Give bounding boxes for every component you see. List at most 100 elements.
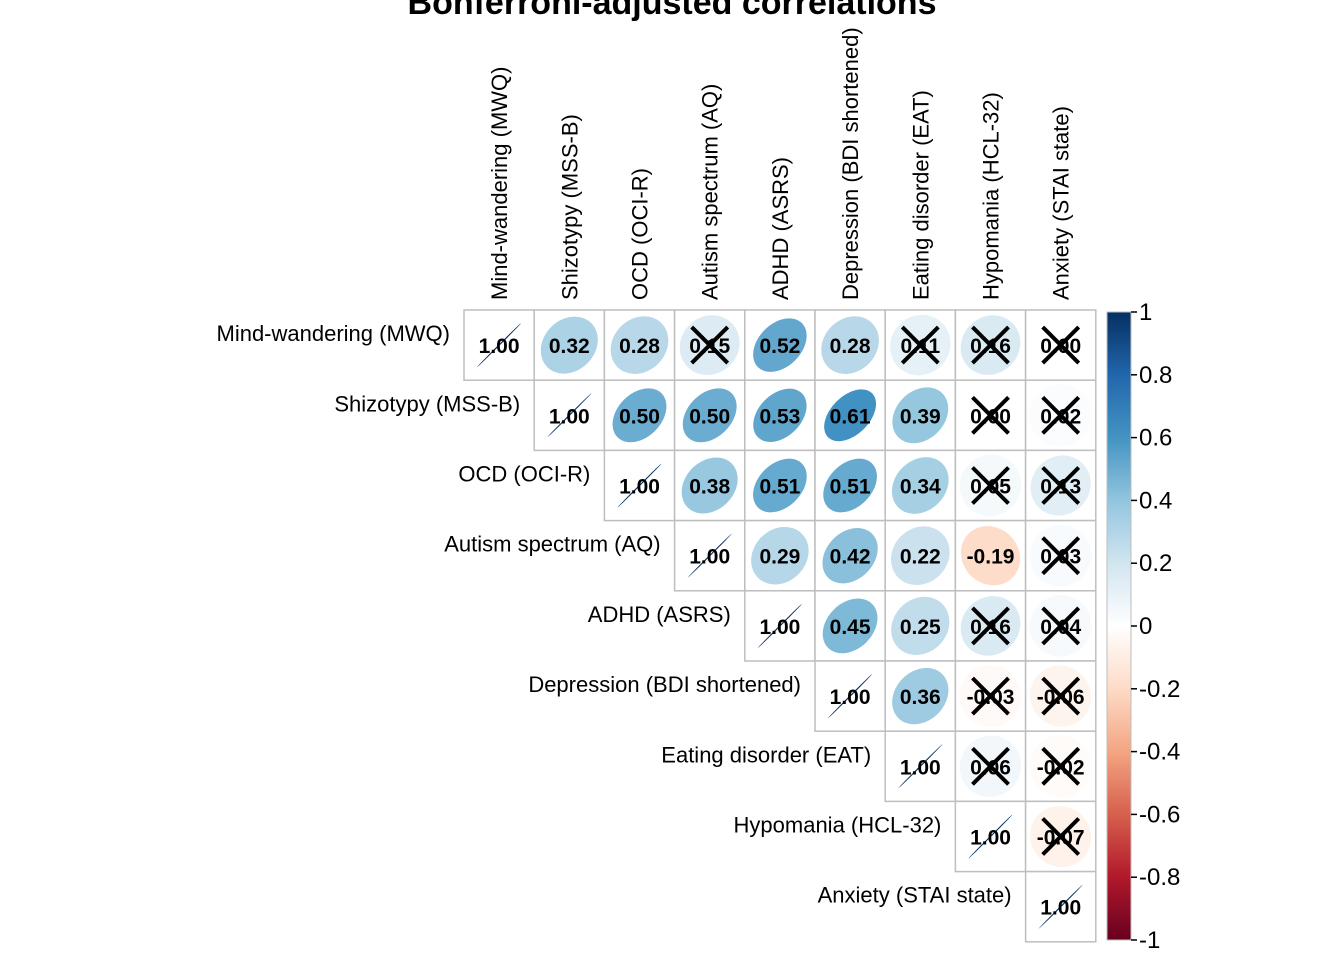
cell-ellipse xyxy=(753,318,807,372)
cell-value: 0.38 xyxy=(689,476,730,499)
cell-1-4: 0.53 xyxy=(744,379,816,452)
column-label-anxiety-stai-state: Anxiety (STAI state) xyxy=(1049,106,1074,300)
colorbar-tick-label: 0.2 xyxy=(1139,550,1172,577)
cell-ellipse xyxy=(540,316,598,374)
cell-4-7: 0.16 xyxy=(954,590,1027,662)
cell-5-8: -0.06 xyxy=(1024,660,1097,732)
cell-2-4: 0.51 xyxy=(744,449,816,522)
cell-value: 1.00 xyxy=(759,616,800,639)
cell-value: 0.22 xyxy=(900,546,941,569)
nonsig-cross-line xyxy=(1041,395,1081,435)
nonsig-cross-line xyxy=(971,395,1010,435)
cell-value: 1.00 xyxy=(619,476,660,499)
cell-value: 0.42 xyxy=(830,546,871,569)
cell-4-8: 0.04 xyxy=(1024,590,1097,662)
cell-value: 0.28 xyxy=(830,335,871,358)
row-label-eating-disorder-eat: Eating disorder (EAT) xyxy=(661,742,871,767)
cell-3-6: 0.22 xyxy=(884,519,957,592)
cell-1-2: 0.50 xyxy=(603,379,676,452)
column-labels: Mind-wandering (MWQ) Shizotypy (MSS-B) OCD… xyxy=(487,27,1074,300)
nonsig-cross-line xyxy=(1041,606,1081,646)
cell-value: 0.45 xyxy=(830,616,871,639)
column-label-shizotypy-mss-b: Shizotypy (MSS-B) xyxy=(557,114,582,300)
cell-ellipse xyxy=(757,603,802,648)
cell-ellipse xyxy=(828,674,873,719)
cell-value: 1.00 xyxy=(549,405,590,428)
cell-0-3: 0.15 xyxy=(673,309,746,381)
cell-7-7: 1.00 xyxy=(954,800,1027,873)
cell-0-7: 0.16 xyxy=(954,309,1027,381)
cell-0-0: 1.00 xyxy=(463,309,535,381)
cell-ellipse xyxy=(1038,884,1083,929)
cell-2-8: 0.13 xyxy=(1024,449,1097,522)
cell-1-1: 1.00 xyxy=(533,379,606,452)
nonsig-cross-line xyxy=(971,606,1010,646)
cell-value: 0.32 xyxy=(549,335,590,358)
row-label-adhd-asrs: ADHD (ASRS) xyxy=(588,602,731,627)
nonsig-cross-line xyxy=(1041,746,1081,786)
cell-3-4: 0.29 xyxy=(744,519,816,592)
cell-1-3: 0.50 xyxy=(673,379,746,452)
row-label-autism-spectrum-aq: Autism spectrum (AQ) xyxy=(444,532,660,557)
cell-value: 0.36 xyxy=(900,686,941,709)
cell-ellipse xyxy=(610,316,669,374)
nonsig-cross-line xyxy=(971,466,1010,505)
cell-ellipse xyxy=(823,458,877,513)
cell-8-8: 1.00 xyxy=(1024,870,1097,943)
row-label-hypomania-hcl-32: Hypomania (HCL-32) xyxy=(734,813,942,838)
colorbar: 1 0.8 0.6 0.4 0.2 0 -0.2 -0.4 -0.6 -0.8 -1 xyxy=(1106,299,1180,954)
cell-2-2: 1.00 xyxy=(603,449,676,522)
cell-value: 0.51 xyxy=(759,476,800,499)
cell-value: 0.52 xyxy=(759,335,800,358)
cell-value: 0.50 xyxy=(689,405,730,428)
row-labels: Mind-wandering (MWQ) Shizotypy (MSS-B) OCD… xyxy=(217,321,1012,908)
cell-ellipse xyxy=(547,393,592,438)
column-label-eating-disorder-eat: Eating disorder (EAT) xyxy=(908,90,933,300)
cell-value: 0.53 xyxy=(759,405,800,428)
nonsig-cross-line xyxy=(1041,466,1081,505)
cell-value: 0.29 xyxy=(759,546,800,569)
nonsig-cross-line xyxy=(1041,676,1081,716)
column-label-depression-bdi-shortened: Depression (BDI shortened) xyxy=(838,27,863,300)
nonsig-cross-line xyxy=(1041,817,1081,856)
colorbar-gradient xyxy=(1106,311,1132,941)
cell-ellipse xyxy=(968,814,1013,859)
colorbar-tick-label: -0.2 xyxy=(1139,676,1180,703)
colorbar-tick-label: -0.8 xyxy=(1139,864,1180,891)
cell-ellipse xyxy=(612,388,667,443)
cell-value: 1.00 xyxy=(900,756,941,779)
cell-ellipse xyxy=(960,526,1021,586)
cell-6-7: 0.06 xyxy=(954,730,1027,803)
cell-ellipse xyxy=(753,388,807,442)
colorbar-tick-label: 0.6 xyxy=(1139,425,1172,452)
colorbar-tick-label: 0 xyxy=(1139,613,1152,640)
chart-title: Bonferroni-adjusted correlations xyxy=(408,0,937,22)
nonsig-cross-line xyxy=(971,676,1010,716)
colorbar-tick-label: 1 xyxy=(1139,299,1152,326)
nonsig-cross-line xyxy=(971,746,1010,786)
cell-7-8: -0.07 xyxy=(1024,800,1097,873)
cell-value: 0.25 xyxy=(900,616,941,639)
cell-value: 1.00 xyxy=(1040,897,1081,920)
column-label-adhd-asrs: ADHD (ASRS) xyxy=(768,157,793,300)
row-label-anxiety-stai-state: Anxiety (STAI state) xyxy=(818,883,1012,908)
cell-value: 1.00 xyxy=(689,546,730,569)
cell-1-7: 0.00 xyxy=(954,379,1027,452)
cell-4-5: 0.45 xyxy=(814,590,886,662)
cell-4-4: 1.00 xyxy=(744,590,816,662)
colorbar-tick-label: 0.8 xyxy=(1139,362,1172,389)
cell-ellipse xyxy=(751,526,809,585)
row-label-depression-bdi-shortened: Depression (BDI shortened) xyxy=(528,672,801,697)
cell-value: 1.00 xyxy=(479,335,520,358)
cell-0-8: 0.00 xyxy=(1024,309,1097,381)
cell-3-8: 0.03 xyxy=(1024,519,1097,592)
cell-ellipse xyxy=(892,387,949,444)
cell-6-8: -0.02 xyxy=(1024,730,1097,803)
cell-5-6: 0.36 xyxy=(884,660,957,732)
cell-1-5: 0.61 xyxy=(814,379,886,452)
row-label-ocd-oci-r: OCD (OCI-R) xyxy=(458,462,590,487)
cell-2-6: 0.34 xyxy=(884,449,957,522)
nonsig-cross-line xyxy=(1041,536,1081,576)
correlation-cells: 1.000.320.280.150.520.280.110.160.001.00… xyxy=(463,309,1097,943)
nonsig-cross-line xyxy=(1041,325,1081,365)
